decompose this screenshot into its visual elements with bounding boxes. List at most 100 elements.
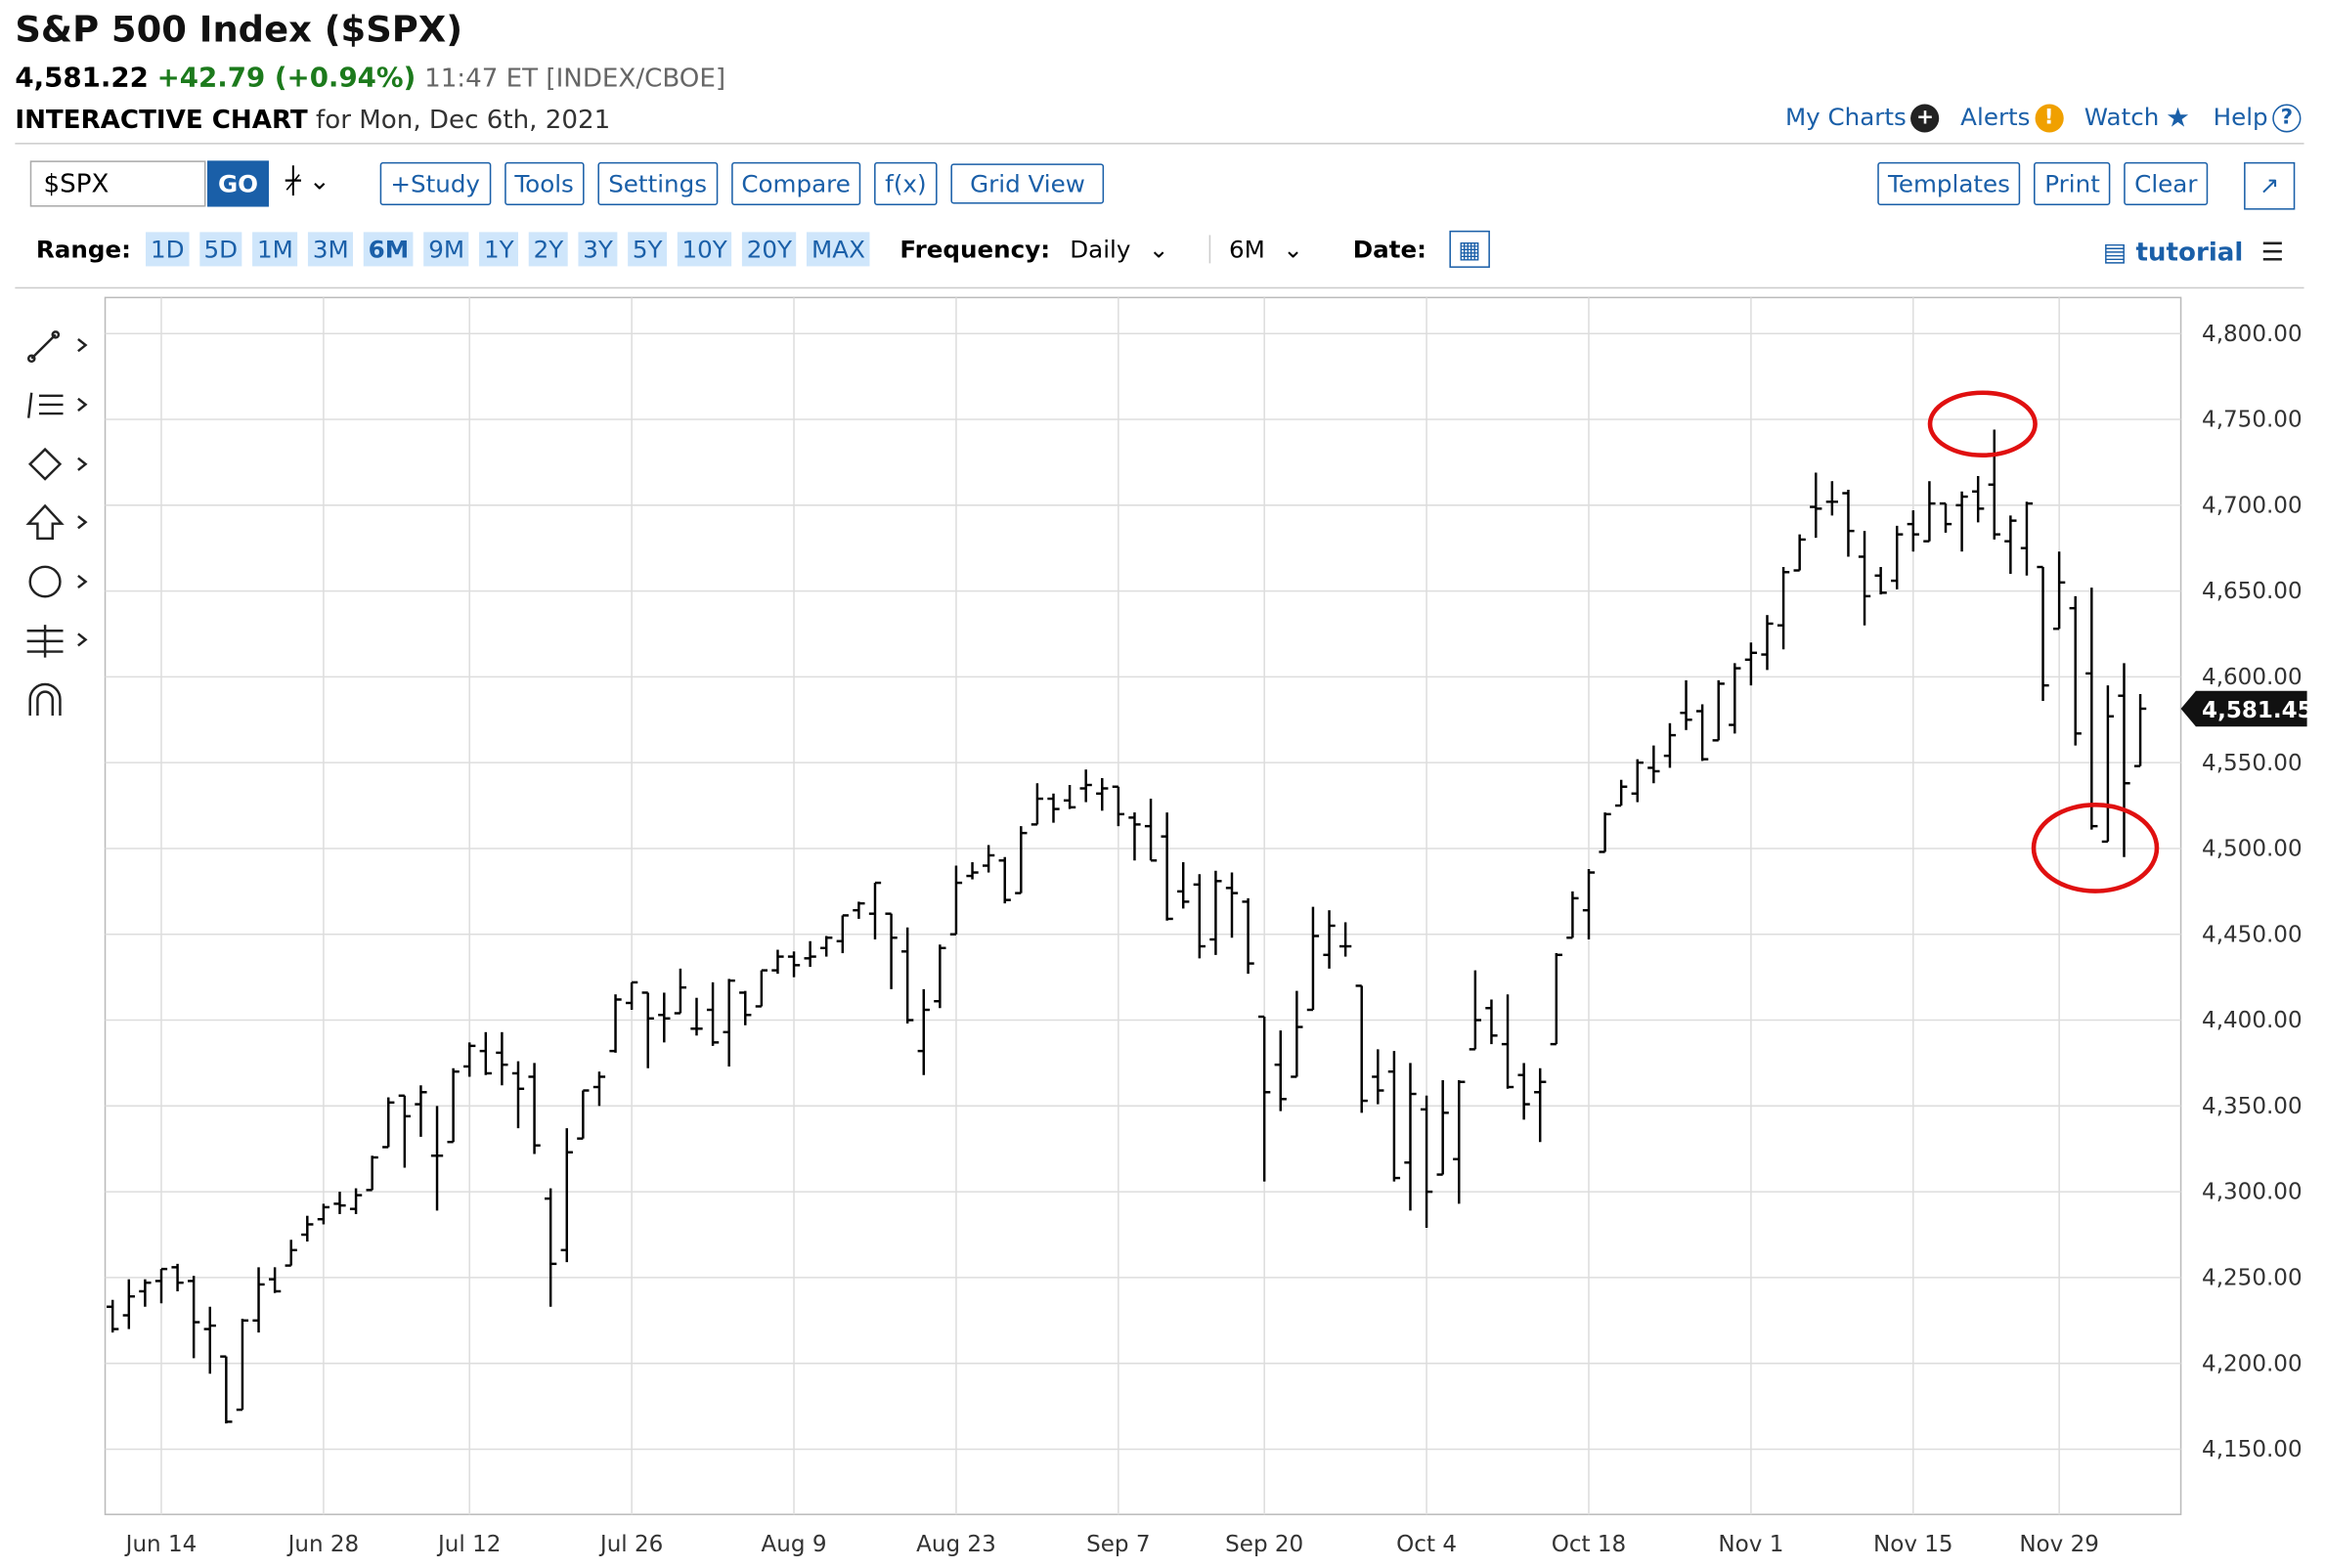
ohlc-bar <box>1209 870 1222 955</box>
y-tick-label: 4,650.00 <box>2202 579 2303 604</box>
ohlc-bar <box>723 979 735 1067</box>
x-tick-label: Nov 1 <box>1718 1532 1783 1557</box>
menu-icon[interactable]: ☰ <box>2260 238 2285 268</box>
pitchfork-tool[interactable] <box>26 625 88 658</box>
ohlc-bar <box>1047 793 1060 823</box>
ohlc-bar <box>1891 525 1904 589</box>
toolbar-button[interactable]: Tools <box>504 161 585 206</box>
toolbar-button[interactable]: Settings <box>597 161 718 206</box>
ohlc-bar <box>1874 567 1887 595</box>
range-button[interactable]: 3M <box>308 232 354 267</box>
ohlc-bar <box>1079 769 1092 803</box>
ohlc-bar <box>1436 1079 1449 1176</box>
tutorial-link[interactable]: ▤ tutorial ☰ <box>2102 238 2285 268</box>
fib-tool[interactable] <box>26 392 88 418</box>
toolbar-button[interactable]: f(x) <box>874 161 938 206</box>
ohlc-bar <box>1955 491 1968 552</box>
ohlc-bar <box>609 994 622 1053</box>
ohlc-bar <box>1372 1049 1384 1105</box>
ohlc-bar <box>690 997 703 1036</box>
top-link[interactable]: Help? <box>2213 103 2302 133</box>
top-link[interactable]: Alerts! <box>1960 103 2064 133</box>
range-button[interactable]: MAX <box>807 232 870 267</box>
ohlc-bar <box>982 845 995 873</box>
toolbar-button[interactable]: Grid View <box>950 163 1105 204</box>
ohlc-bar <box>1810 472 1822 539</box>
ohlc-bar <box>771 949 784 975</box>
frequency-select[interactable]: Daily <box>1070 235 1131 264</box>
ohlc-bar <box>447 1067 460 1144</box>
toolbar-button[interactable]: Clear <box>2124 161 2209 206</box>
range-button[interactable]: 1Y <box>479 232 519 267</box>
go-button[interactable]: GO <box>206 160 269 207</box>
ohlc-bar <box>1031 783 1044 826</box>
toolbar-buttons: +Study Tools Settings Compare f(x) Grid View <box>379 161 1119 206</box>
ohlc-bar <box>853 901 865 919</box>
range-button[interactable]: 10Y <box>677 232 732 267</box>
range-button[interactable]: 2Y <box>529 232 568 267</box>
top-link[interactable]: Watch ★ <box>2084 103 2192 132</box>
range-button[interactable]: 6M <box>364 232 414 267</box>
toolbar-button[interactable]: +Study <box>379 161 491 206</box>
ohlc-bar <box>998 856 1011 904</box>
ohlc-bar <box>1647 745 1660 784</box>
ohlc-bar <box>949 865 963 936</box>
ohlc-bar <box>1112 785 1124 827</box>
x-tick-label: Sep 7 <box>1086 1532 1150 1557</box>
range-button[interactable]: 5D <box>198 232 242 267</box>
expand-button[interactable]: ↗ <box>2244 161 2296 210</box>
chart-type-menu[interactable]: ┼̷ ⌄ <box>285 166 330 196</box>
ohlc-bar <box>1177 862 1190 909</box>
ohlc-bar <box>1777 567 1790 650</box>
range-button[interactable]: 20Y <box>742 232 797 267</box>
toolbar-button[interactable]: Print <box>2034 161 2111 206</box>
x-tick-label: Jun 14 <box>124 1532 197 1557</box>
calendar-button[interactable]: ▦ <box>1449 230 1490 268</box>
ohlc-bar <box>2020 501 2034 576</box>
ohlc-bar <box>545 1188 557 1307</box>
ohlc-bar <box>804 940 816 968</box>
range-button[interactable]: 3Y <box>578 232 618 267</box>
range-button[interactable]: 5Y <box>628 232 668 267</box>
ohlc-bar <box>1582 869 1596 940</box>
line-tool[interactable] <box>26 330 88 364</box>
range-button[interactable]: 1D <box>146 232 190 267</box>
x-tick-label: Nov 29 <box>2019 1532 2099 1557</box>
ohlc-bar <box>285 1240 297 1267</box>
x-tick-label: Sep 20 <box>1225 1532 1303 1557</box>
toolbar-button[interactable]: Compare <box>730 161 861 206</box>
ohlc-bar <box>1225 872 1239 938</box>
toolbar-button[interactable]: Templates <box>1877 161 2021 206</box>
period-select[interactable]: 6M <box>1209 235 1265 264</box>
marker-tool[interactable] <box>28 565 88 598</box>
ohlc-bar <box>1274 1030 1287 1111</box>
ohlc-bar <box>1291 990 1303 1078</box>
ohlc-bar <box>739 990 752 1025</box>
y-tick-label: 4,150.00 <box>2202 1437 2303 1462</box>
arrow-tool[interactable] <box>25 503 88 541</box>
range-button[interactable]: 1M <box>252 232 298 267</box>
magnet-tool[interactable] <box>28 682 62 716</box>
ohlc-bar <box>577 1089 590 1140</box>
ohlc-bar <box>868 881 882 940</box>
top-link[interactable]: My Charts + <box>1785 103 1940 133</box>
symbol-input[interactable]: $SPX <box>29 160 206 207</box>
ohlc-bar <box>1144 799 1158 862</box>
ohlc-bar <box>1517 1063 1530 1120</box>
range-button[interactable]: 9M <box>423 232 469 267</box>
change: +42.79 (+0.94%) <box>156 62 417 94</box>
link-text: Help <box>2213 103 2268 131</box>
ohlc-bar <box>528 1063 541 1154</box>
ohlc-bar <box>1387 1051 1401 1182</box>
ohlc-bar <box>139 1279 152 1307</box>
ohlc-bar <box>836 914 849 954</box>
ohlc-bar <box>1015 826 1028 894</box>
ohlc-bar <box>203 1306 216 1374</box>
ohlc-bar <box>1615 779 1628 807</box>
divider <box>15 286 2304 289</box>
link-icon: ! <box>2035 104 2064 133</box>
last-price-label: 4,581.45 <box>2202 698 2313 723</box>
ohlc-bar <box>1793 534 1806 572</box>
shape-tool[interactable] <box>27 447 88 481</box>
